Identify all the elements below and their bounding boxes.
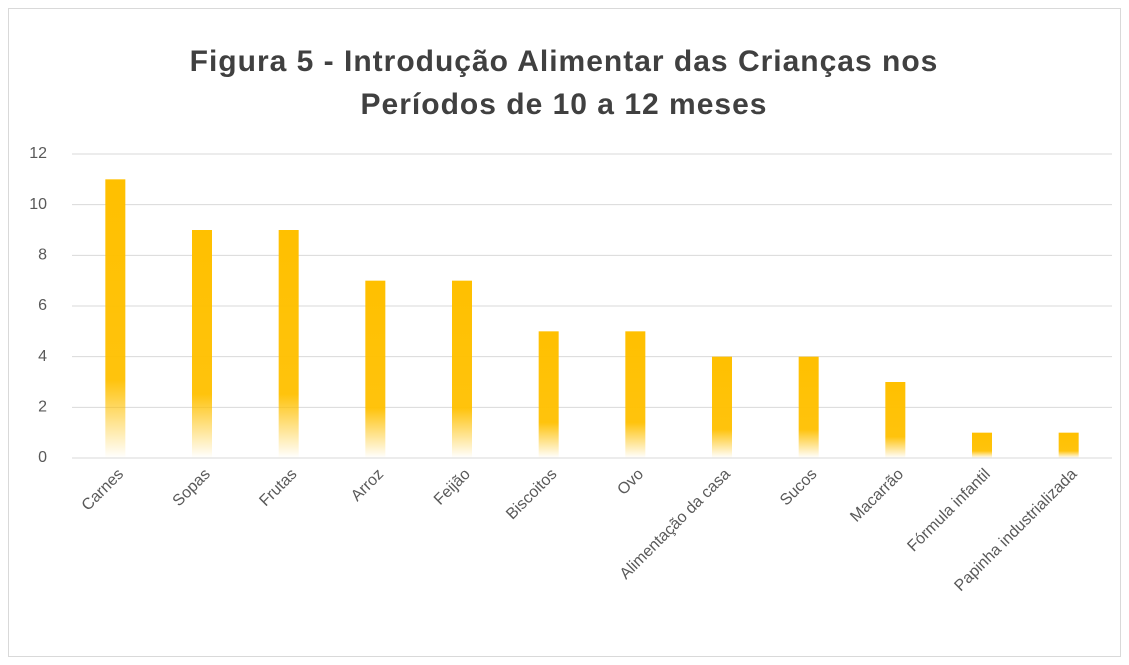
- x-tick-label: Fórmula infantil: [904, 466, 993, 555]
- y-tick-label: 6: [38, 297, 47, 314]
- chart-title: Figura 5 - Introdução Alimentar das Cria…: [189, 45, 939, 121]
- chart-border: [8, 8, 1121, 657]
- bar: [798, 356, 819, 458]
- x-tick-label: Macarrão: [847, 466, 907, 526]
- bar: [712, 356, 732, 458]
- x-tick-label: Sopas: [170, 466, 214, 510]
- x-tick-label: Carnes: [79, 466, 128, 515]
- bar: [105, 179, 126, 459]
- bar: [625, 331, 646, 458]
- y-tick-label: 8: [38, 247, 47, 264]
- bar: [192, 230, 212, 458]
- y-tick-label: 4: [38, 348, 47, 365]
- x-tick-label: Biscoitos: [503, 466, 560, 523]
- x-tick-label: Feijão: [431, 466, 474, 509]
- bar: [538, 331, 559, 458]
- x-tick-label: Sucos: [777, 466, 820, 509]
- y-tick-label: 10: [29, 196, 47, 213]
- y-tick-label: 2: [38, 399, 47, 416]
- bar: [972, 432, 992, 458]
- y-tick-label: 12: [29, 145, 47, 162]
- x-tick-label: Arroz: [348, 466, 387, 505]
- x-tick-label: Frutas: [256, 466, 300, 510]
- y-tick-label: 0: [38, 449, 47, 466]
- bar: [452, 280, 472, 458]
- bar: [885, 382, 906, 458]
- bar: [1058, 432, 1079, 458]
- bar: [278, 230, 299, 458]
- x-tick-label: Ovo: [614, 466, 647, 499]
- bar: [365, 280, 386, 458]
